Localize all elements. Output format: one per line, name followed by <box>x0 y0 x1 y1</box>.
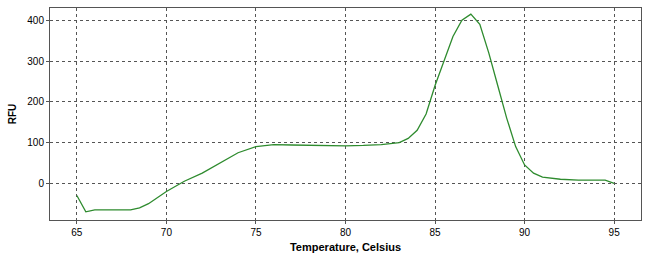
svg-text:65: 65 <box>71 227 83 238</box>
svg-text:70: 70 <box>161 227 173 238</box>
svg-text:0: 0 <box>38 178 44 189</box>
svg-text:400: 400 <box>27 15 44 26</box>
svg-text:Temperature, Celsius: Temperature, Celsius <box>290 241 401 253</box>
svg-text:200: 200 <box>27 96 44 107</box>
svg-text:80: 80 <box>340 227 352 238</box>
svg-text:95: 95 <box>609 227 621 238</box>
svg-text:85: 85 <box>429 227 441 238</box>
svg-text:100: 100 <box>27 137 44 148</box>
svg-text:RFU: RFU <box>7 104 18 125</box>
svg-text:75: 75 <box>250 227 262 238</box>
svg-text:300: 300 <box>27 56 44 67</box>
svg-text:90: 90 <box>519 227 531 238</box>
